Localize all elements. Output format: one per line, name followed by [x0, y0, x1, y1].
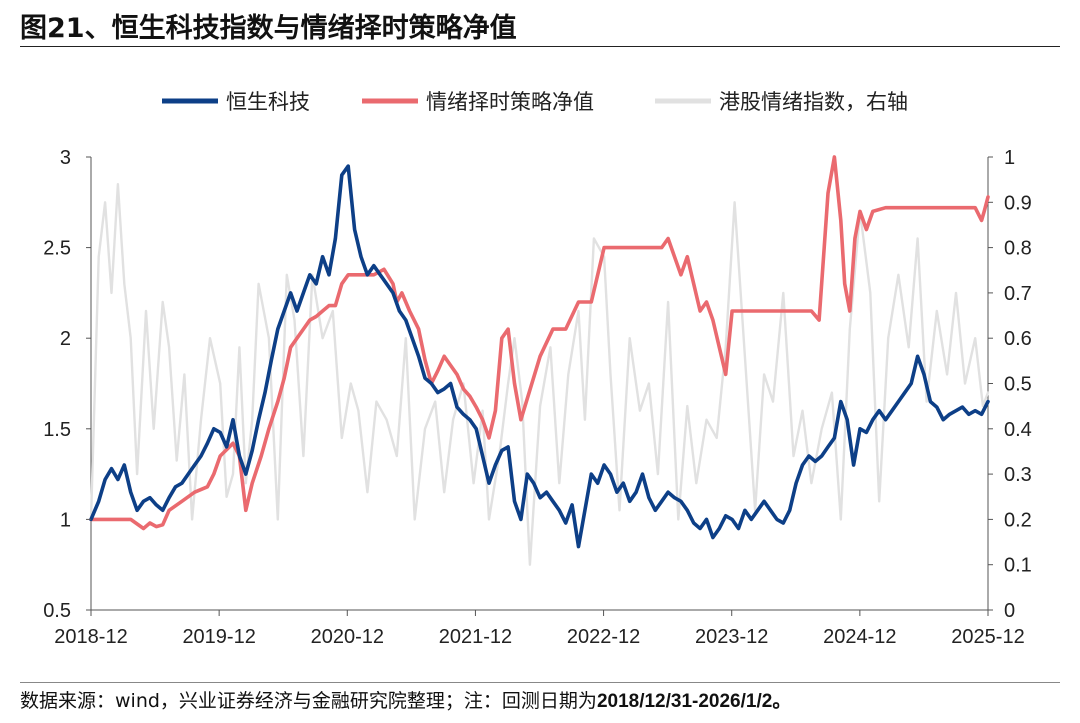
legend-label: 情绪择时策略净值: [426, 90, 594, 114]
series-line-2: [89, 155, 990, 531]
chart-series: [89, 155, 990, 566]
chart-legend: 恒生科技 情绪择时策略净值 港股情绪指数，右轴: [162, 90, 908, 114]
left-tick-label: 0.5: [43, 600, 71, 622]
chart-axes: [90, 157, 989, 611]
series-line-3: [89, 164, 990, 549]
left-tick-label: 1.5: [43, 419, 71, 441]
x-tick-label: 2020-12: [311, 626, 384, 648]
title-divider: [20, 46, 1060, 47]
left-tick-label: 3: [60, 147, 71, 169]
series-line-1: [89, 182, 990, 566]
source-dates: 2018/12/31-2026/1/2。: [596, 691, 792, 712]
x-tick-label: 2025-12: [951, 626, 1024, 648]
right-tick-label: 0.8: [1004, 238, 1032, 260]
right-tick-label: 0.9: [1004, 192, 1032, 214]
source-divider: [20, 682, 1060, 683]
right-tick-label: 0.2: [1004, 509, 1032, 531]
right-tick-label: 0.5: [1004, 374, 1032, 396]
right-tick-label: 0.7: [1004, 283, 1032, 305]
right-tick-label: 0: [1004, 600, 1015, 622]
right-tick-label: 0.3: [1004, 464, 1032, 486]
legend-label: 港股情绪指数，右轴: [719, 90, 908, 114]
source-prefix: 数据来源：wind，兴业证券经济与金融研究院整理；注：回测日期为: [20, 690, 597, 712]
right-tick-label: 1: [1004, 147, 1015, 169]
right-tick-label: 0.4: [1004, 419, 1032, 441]
line-chart: 恒生科技 情绪择时策略净值 港股情绪指数，右轴 0.511.522.5300.10.…: [43, 90, 1032, 648]
x-tick-label: 2021-12: [439, 626, 512, 648]
left-tick-label: 1: [60, 509, 71, 531]
figure-title: 图21、恒生科技指数与情绪择时策略净值: [20, 13, 517, 44]
source-note: 数据来源：wind，兴业证券经济与金融研究院整理；注：回测日期为2018/12/…: [20, 686, 791, 713]
x-tick-label: 2023-12: [695, 626, 768, 648]
right-tick-label: 0.1: [1004, 555, 1032, 577]
chart-ticks: 0.5 1 1.5 2 2.5 3 0 0.1 0.2 0.3 0.4 0.5 0.6 0.7 0.8 0.9…: [43, 147, 1032, 648]
left-tick-label: 2.5: [43, 238, 71, 260]
x-tick-label: 2019-12: [182, 626, 255, 648]
x-tick-label: 2022-12: [567, 626, 640, 648]
left-tick-label: 2: [60, 328, 71, 350]
x-tick-label: 2018-12: [54, 626, 127, 648]
right-tick-label: 0.6: [1004, 328, 1032, 350]
x-tick-label: 2024-12: [823, 626, 896, 648]
legend-label: 恒生科技: [226, 90, 310, 114]
